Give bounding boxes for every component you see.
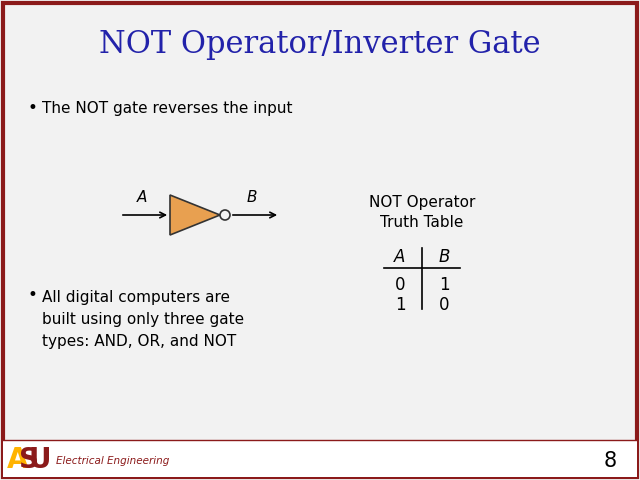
Polygon shape	[170, 195, 220, 235]
Text: U: U	[29, 446, 51, 474]
Text: NOT Operator
Truth Table: NOT Operator Truth Table	[369, 195, 475, 230]
Text: 0: 0	[395, 276, 405, 294]
Text: A: A	[137, 190, 147, 204]
Text: All digital computers are
built using only three gate
types: AND, OR, and NOT: All digital computers are built using on…	[42, 290, 244, 349]
Text: The NOT gate reverses the input: The NOT gate reverses the input	[42, 100, 292, 116]
Text: B: B	[247, 190, 257, 204]
Text: Electrical Engineering: Electrical Engineering	[56, 456, 170, 466]
Text: A: A	[394, 248, 406, 266]
Text: 1: 1	[438, 276, 449, 294]
Text: NOT Operator/Inverter Gate: NOT Operator/Inverter Gate	[99, 29, 541, 60]
Text: 0: 0	[439, 296, 449, 314]
Text: •: •	[28, 286, 38, 304]
Text: A: A	[7, 446, 29, 474]
Text: B: B	[438, 248, 450, 266]
Text: 1: 1	[395, 296, 405, 314]
Text: S: S	[19, 446, 39, 474]
Text: •: •	[28, 99, 38, 117]
Text: 8: 8	[604, 451, 616, 471]
Bar	[3, 440, 637, 477]
Circle shape	[220, 210, 230, 220]
